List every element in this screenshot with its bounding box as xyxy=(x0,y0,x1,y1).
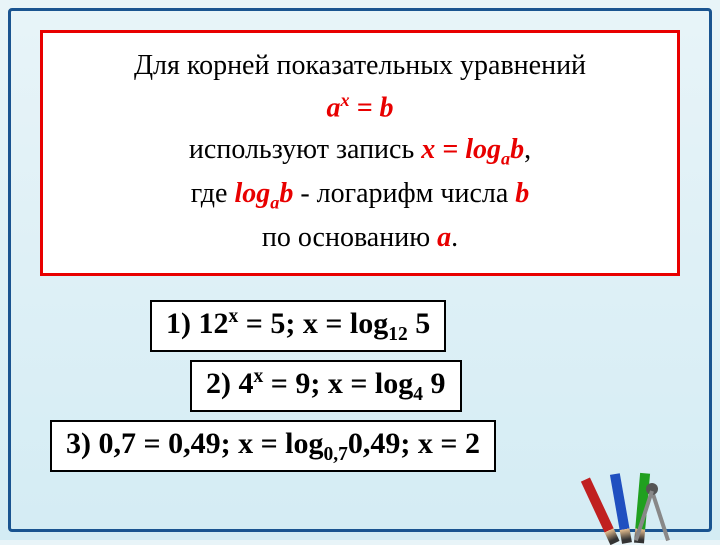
ex2-sub: 4 xyxy=(413,384,423,405)
ex1-tail: 5 xyxy=(408,307,431,340)
definition-line2: используют запись x = logab, xyxy=(53,129,667,173)
line4-pre: по основанию xyxy=(262,222,437,253)
ex3-num: 3) 0,7 xyxy=(66,427,136,460)
example-2: 2) 4x = 9; x = log4 9 xyxy=(190,360,462,412)
formula1-eq: = xyxy=(350,92,380,123)
line2-comma: , xyxy=(524,134,531,165)
ex2-num: 2) 4 xyxy=(206,367,254,400)
compass-icon xyxy=(630,483,680,543)
ex3-mid: = 0,49; x = log xyxy=(136,427,324,460)
ex2-mid: = 9; x = log xyxy=(263,367,413,400)
line3-post: - логарифм числа xyxy=(293,178,515,209)
definition-line1: Для корней показательных уравнений xyxy=(53,45,667,87)
definition-box: Для корней показательных уравнений ax = … xyxy=(40,30,680,276)
ex2-tail: 9 xyxy=(423,367,446,400)
line3-sub: a xyxy=(270,193,279,213)
ex1-sub: 12 xyxy=(388,324,408,345)
formula1-base: a xyxy=(326,92,340,123)
ex1-exp: x xyxy=(229,306,239,327)
line4-a: a xyxy=(437,222,451,253)
definition-line3: где logab - логарифм числа b xyxy=(53,173,667,217)
line3-b: b xyxy=(279,178,293,209)
definition-line4: по основанию a. xyxy=(53,217,667,259)
formula2-lhs: x = log xyxy=(421,134,501,165)
formula1-rhs: b xyxy=(380,92,394,123)
ex1-mid: = 5; x = log xyxy=(238,307,388,340)
line3-b2: b xyxy=(515,178,529,209)
formula1-exp: x xyxy=(340,90,349,110)
line2-pre: используют запись xyxy=(189,134,421,165)
ex3-sub: 0,7 xyxy=(324,444,348,465)
example-3: 3) 0,7 = 0,49; x = log0,70,49; x = 2 xyxy=(50,420,496,472)
line3-log: log xyxy=(234,178,270,209)
ex1-num: 1) 12 xyxy=(166,307,229,340)
line3-pre: где xyxy=(191,178,235,209)
formula2-rhs: b xyxy=(510,134,524,165)
compass-top-icon xyxy=(646,483,658,495)
ex2-exp: x xyxy=(254,366,264,387)
definition-formula1: ax = b xyxy=(53,87,667,129)
line4-post: . xyxy=(451,222,458,253)
formula2-sub: a xyxy=(501,149,510,169)
example-1: 1) 12x = 5; x = log12 5 xyxy=(150,300,446,352)
ex3-tail: 0,49; x = 2 xyxy=(348,427,480,460)
